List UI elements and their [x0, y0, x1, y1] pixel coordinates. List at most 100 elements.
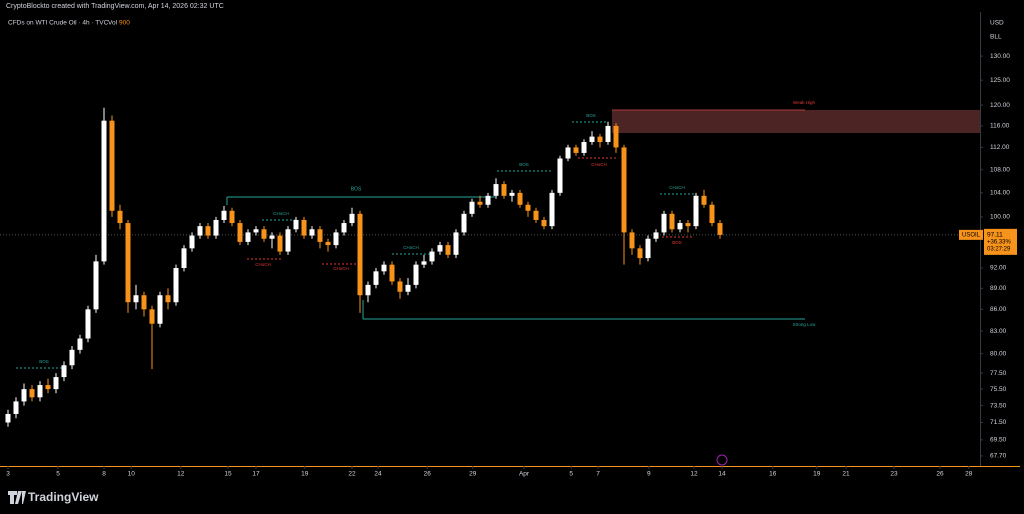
candle-body: [621, 147, 627, 233]
y-tick-label: 75.50: [990, 386, 1007, 393]
candle-body: [53, 377, 59, 390]
candle-body: [197, 226, 203, 236]
candle-body: [165, 295, 171, 303]
candle-body: [293, 219, 299, 230]
candle-body: [629, 232, 635, 249]
candle-body: [485, 195, 491, 205]
candle-body: [573, 147, 579, 153]
annotation: BOS: [39, 359, 49, 364]
annotation: BOS: [672, 240, 682, 245]
candle-body: [549, 192, 555, 227]
candle-body: [565, 147, 571, 159]
candle-body: [133, 295, 139, 303]
candle-body: [669, 213, 675, 230]
candle-body: [645, 238, 651, 259]
currency: USD: [990, 20, 1004, 27]
candle-body: [389, 264, 395, 282]
candle-body: [597, 136, 603, 142]
candle-body: [557, 158, 563, 193]
ticker-box: [959, 229, 983, 240]
x-tick-label: 15: [224, 471, 232, 478]
candle-body: [341, 223, 347, 233]
candle-body: [429, 251, 435, 262]
y-tick-label: 80.00: [990, 350, 1007, 357]
candle-body: [461, 213, 467, 233]
candle-body: [397, 281, 403, 292]
x-tick-label: 12: [177, 471, 185, 478]
candle-body: [685, 223, 691, 227]
candle-body: [517, 192, 523, 205]
x-tick-label: 26: [424, 471, 432, 478]
candle-body: [205, 226, 211, 236]
candle-body: [437, 245, 443, 252]
candle-body: [125, 223, 131, 303]
candle-body: [5, 413, 11, 423]
candle-body: [101, 120, 107, 262]
candle-body: [157, 295, 163, 324]
candle-body: [413, 264, 419, 285]
candle-body: [469, 201, 475, 214]
candle-body: [277, 235, 283, 252]
y-tick-label: 83.00: [990, 328, 1007, 335]
y-tick-label: 108.00: [990, 166, 1010, 173]
candle-body: [173, 267, 179, 303]
candle-body: [325, 241, 331, 246]
x-tick-label: 9: [647, 471, 651, 478]
candle-body: [13, 401, 19, 414]
candle-body: [717, 223, 723, 235]
candle-body: [45, 385, 51, 390]
change: +36.33%: [987, 239, 1012, 245]
candle-body: [373, 271, 379, 285]
x-tick-label: 23: [890, 471, 898, 478]
candle-body: [525, 204, 531, 211]
y-tick-label: 104.00: [990, 190, 1010, 197]
candle-body: [21, 389, 27, 402]
x-tick-label: 26: [936, 471, 944, 478]
x-tick-label: 3: [6, 471, 10, 478]
candle-body: [405, 284, 411, 292]
candle-body: [589, 136, 595, 142]
candle-body: [109, 120, 115, 211]
x-tick-label: 21: [842, 471, 850, 478]
candle-body: [709, 204, 715, 224]
candle-body: [349, 213, 355, 224]
x-tick-label: 19: [301, 471, 309, 478]
x-tick-label: Apr: [519, 471, 530, 478]
candle-body: [661, 213, 667, 233]
annotation: Weak High: [793, 100, 815, 105]
annotation: CHoCH: [403, 245, 419, 250]
candle-body: [237, 223, 243, 242]
candle-body: [213, 219, 219, 236]
price-box: [984, 228, 1017, 255]
candle-body: [365, 284, 371, 296]
candle-body: [181, 248, 187, 268]
y-tick-label: 125.00: [990, 77, 1010, 84]
candle-body: [509, 192, 515, 196]
candle-body: [317, 229, 323, 242]
candle-body: [69, 349, 75, 366]
annotation: CHoCH: [591, 162, 607, 167]
candle-body: [141, 295, 147, 310]
candle-body: [37, 385, 43, 398]
candle-body: [693, 195, 699, 227]
candle-body: [381, 264, 387, 272]
annotation: BOS: [586, 113, 596, 118]
logo-mark: [8, 491, 26, 504]
candle-body: [85, 309, 91, 339]
candle-body: [493, 184, 499, 196]
y-tick-label: 73.50: [990, 402, 1007, 409]
x-tick-label: 5: [56, 471, 60, 478]
x-tick-label: 22: [348, 471, 356, 478]
y-tick-label: 67.70: [990, 453, 1007, 460]
y-tick-label: 116.00: [990, 123, 1010, 130]
candle-body: [229, 210, 235, 224]
event-icon: [716, 454, 728, 466]
candle-body: [477, 201, 483, 205]
x-tick-label: 7: [596, 471, 600, 478]
candle-body: [221, 210, 227, 220]
y-tick-label: 130.00: [990, 53, 1010, 60]
annotation: BOS: [519, 162, 529, 167]
x-tick-label: 12: [690, 471, 698, 478]
